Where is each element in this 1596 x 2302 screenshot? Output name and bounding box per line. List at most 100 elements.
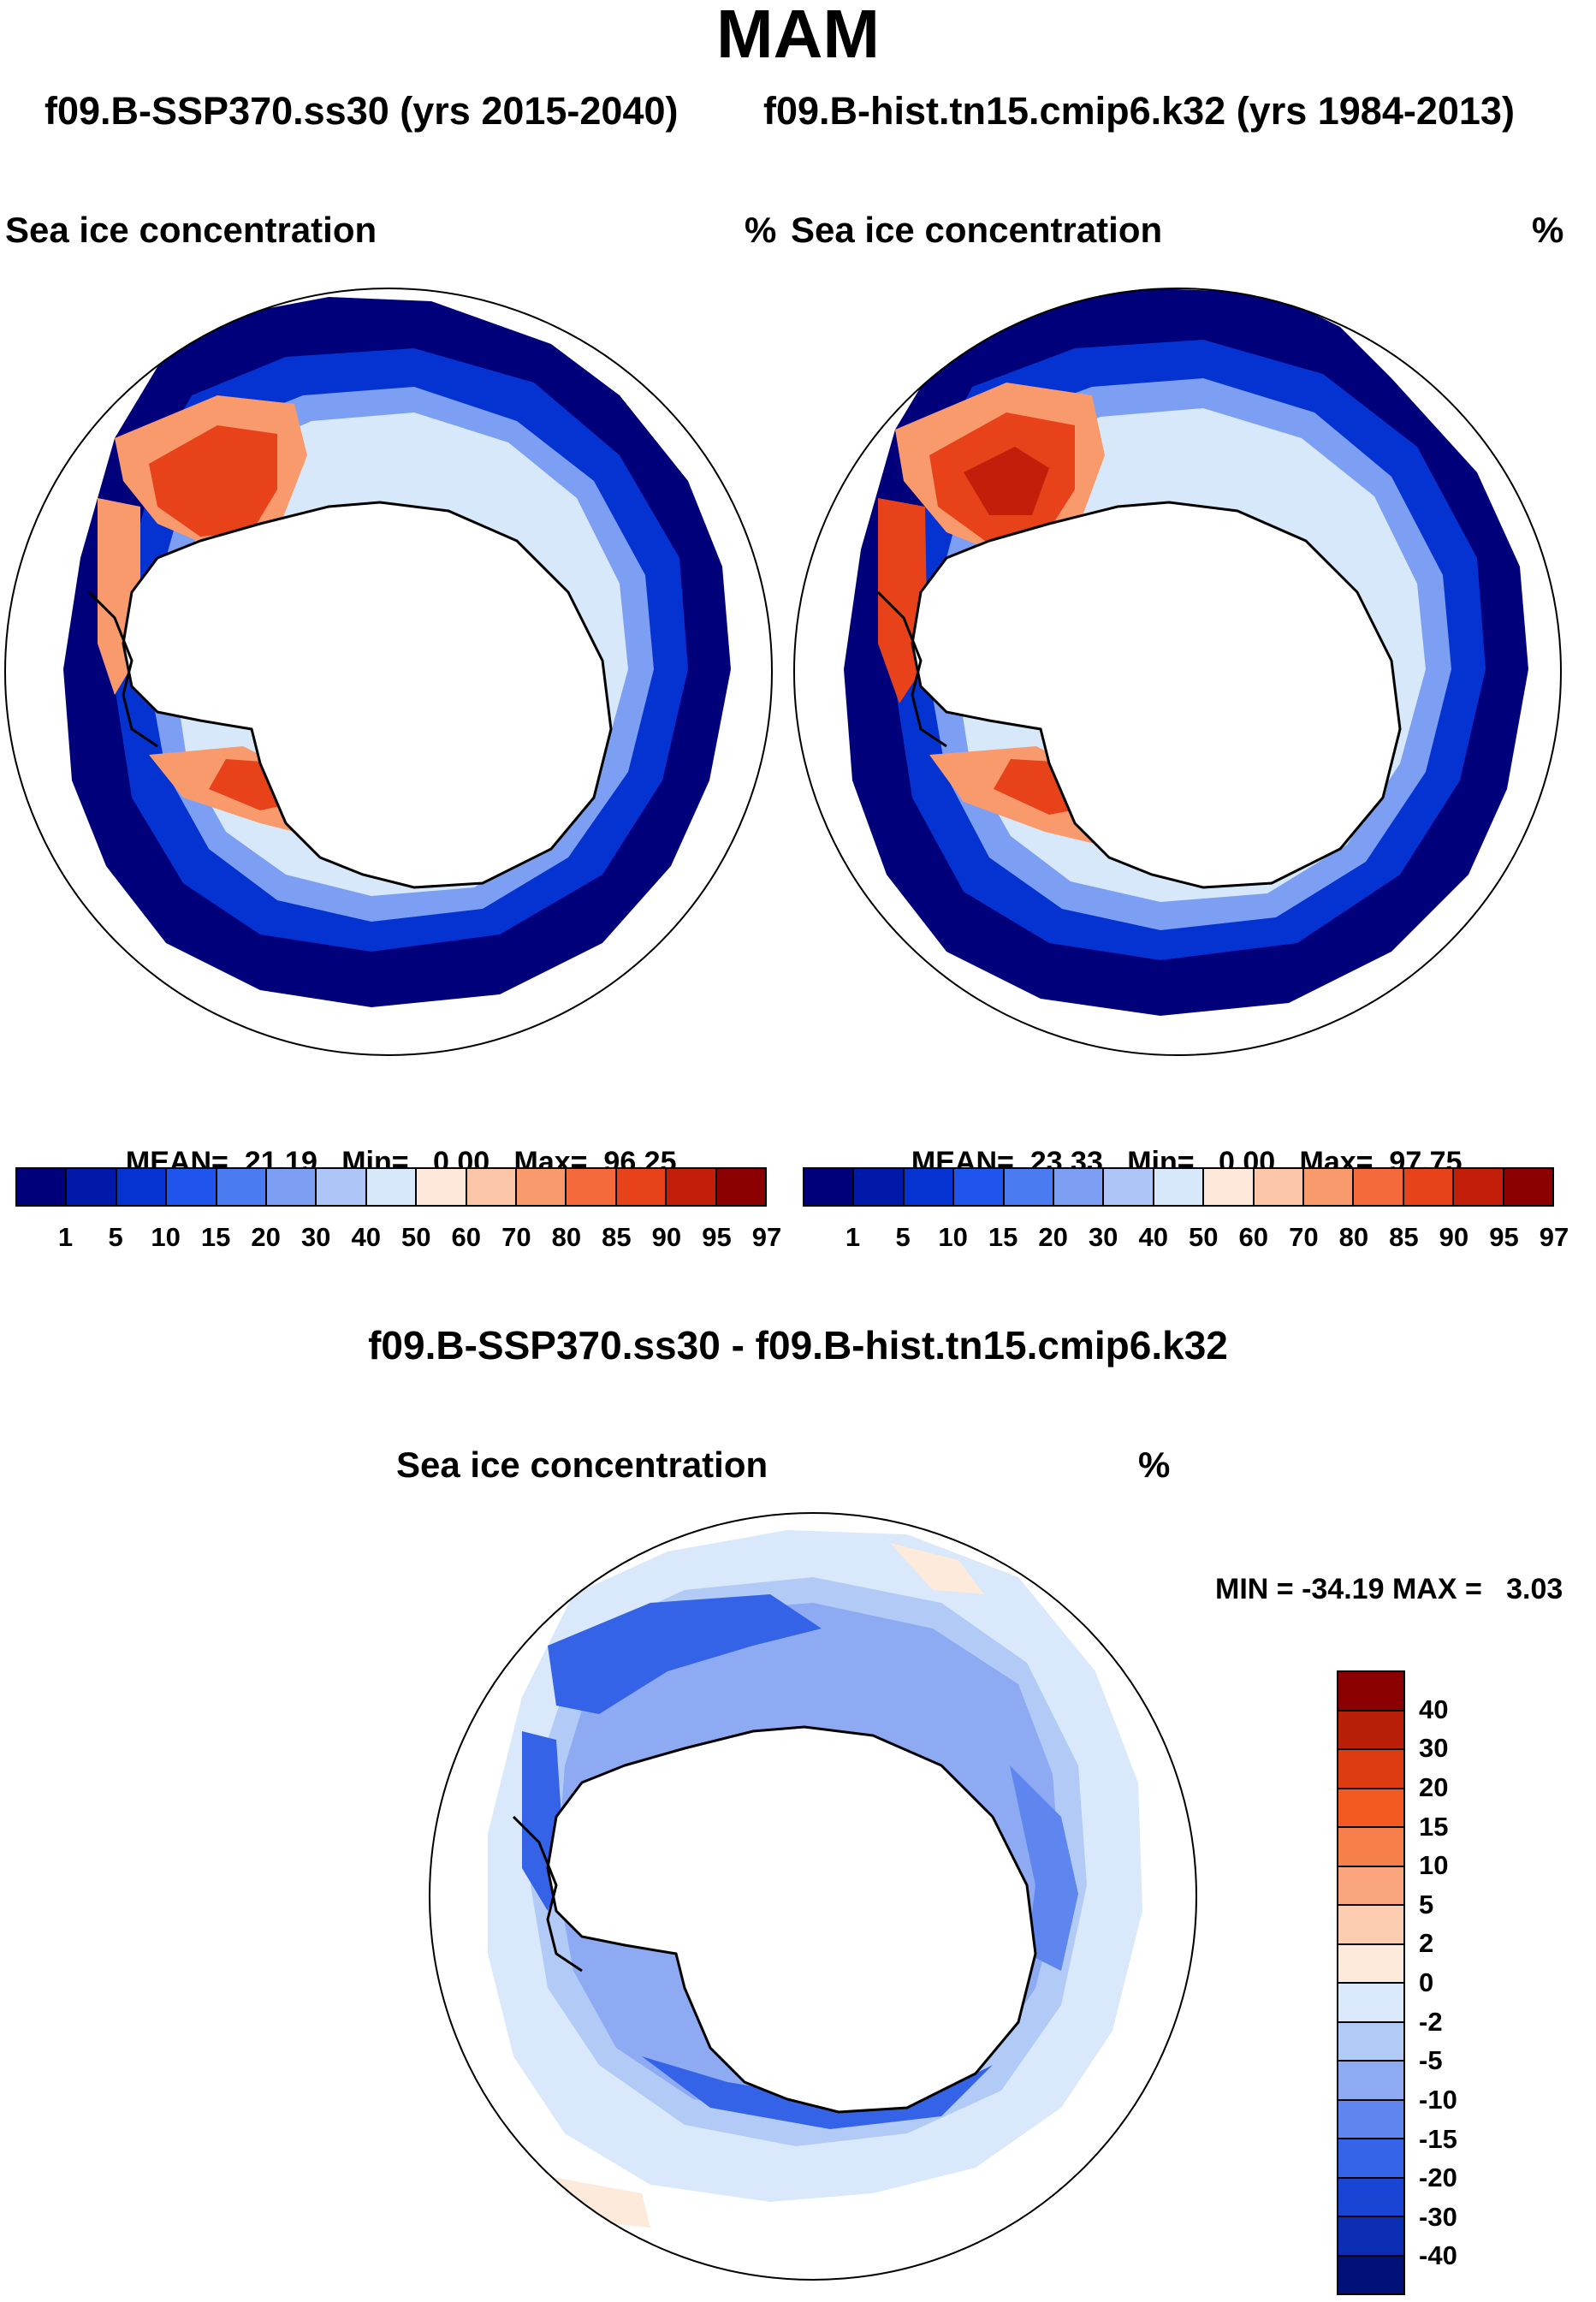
colorbar-label: 40	[351, 1222, 381, 1252]
colorbar-label: 80	[551, 1222, 582, 1252]
colorbar-label: 5	[108, 1222, 123, 1252]
panel1-variable: Sea ice concentration	[5, 210, 377, 250]
colorbar-swatch	[1338, 1789, 1403, 1828]
antarctic-peninsula	[876, 590, 947, 748]
antarctica-continent	[911, 501, 1402, 889]
colorbar-label: 50	[401, 1222, 431, 1252]
colorbar-label: 20	[1038, 1222, 1068, 1252]
colorbar-label: -5	[1419, 2045, 1443, 2076]
colorbar-swatch	[1454, 1169, 1504, 1205]
colorbar-swatch	[616, 1169, 667, 1205]
antarctic-peninsula	[512, 1815, 583, 1973]
colorbar-swatch	[1304, 1169, 1355, 1205]
sea-ice-map-panel2	[793, 288, 1562, 1056]
colorbar-label: 70	[501, 1222, 531, 1252]
colorbar-label: 97	[1539, 1222, 1569, 1252]
panel2-variable: Sea ice concentration	[791, 210, 1163, 250]
colorbar-swatch	[1338, 2256, 1403, 2293]
map-boundary	[4, 288, 773, 1056]
colorbar-label: 10	[938, 1222, 968, 1252]
colorbar-label: 1	[845, 1222, 861, 1252]
colorbar-panel1-labels: 1 5 10 15 20 30 40 50 60 70 80 85 90 95 97	[15, 1222, 781, 1256]
colorbar-label: 5	[1419, 1889, 1434, 1919]
colorbar-label: 30	[300, 1222, 331, 1252]
colorbar-label: 2	[1419, 1928, 1434, 1959]
colorbar-panel1	[15, 1167, 767, 1207]
colorbar-swatch	[167, 1169, 217, 1205]
colorbar-swatch	[1354, 1169, 1404, 1205]
colorbar-swatch	[1104, 1169, 1154, 1205]
colorbar-label: 10	[151, 1222, 181, 1252]
colorbar-label: -2	[1419, 2006, 1443, 2037]
colorbar-panel2-labels: 1 5 10 15 20 30 40 50 60 70 80 85 90 95 97	[803, 1222, 1569, 1256]
sea-ice-map-panel1	[4, 288, 773, 1056]
colorbar-swatch	[317, 1169, 367, 1205]
colorbar-swatch	[904, 1169, 955, 1205]
antarctica-continent	[546, 1725, 1037, 2114]
colorbar-swatch	[1338, 1828, 1403, 1867]
colorbar-label: 80	[1338, 1222, 1369, 1252]
colorbar-label: -30	[1419, 2201, 1457, 2232]
colorbar-swatch	[1504, 1169, 1553, 1205]
colorbar-label: 15	[1419, 1811, 1449, 1842]
season-title: MAM	[715, 0, 881, 72]
colorbar-label: -40	[1419, 2240, 1457, 2271]
colorbar-swatch	[1338, 2217, 1403, 2257]
colorbar-swatch	[1338, 2100, 1403, 2139]
colorbar-swatch	[417, 1169, 467, 1205]
colorbar-label: 1	[57, 1222, 74, 1252]
colorbar-swatch	[1403, 1169, 1455, 1205]
colorbar-swatch	[1338, 2062, 1403, 2101]
panel1-units: %	[745, 210, 777, 250]
colorbar-swatch	[1338, 1750, 1403, 1789]
colorbar-label: 30	[1088, 1222, 1118, 1252]
colorbar-swatch	[567, 1169, 617, 1205]
antarctica-continent	[122, 501, 613, 889]
colorbar-swatch	[366, 1169, 418, 1205]
colorbar-swatch	[116, 1169, 168, 1205]
diff-positive-patch	[890, 1543, 984, 1594]
colorbar-swatch	[1338, 2022, 1403, 2062]
colorbar-swatch	[17, 1169, 68, 1205]
colorbar-label: 95	[1489, 1222, 1519, 1252]
case-subtitle-right: f09.B-hist.tn15.cmip6.k32 (yrs 1984-2013…	[763, 89, 1515, 133]
colorbar-swatch	[1338, 2178, 1403, 2217]
difference-units: %	[1138, 1445, 1171, 1485]
colorbar-swatch	[1338, 1906, 1403, 1945]
colorbar-swatch	[466, 1169, 518, 1205]
colorbar-label: 20	[1419, 1771, 1449, 1802]
colorbar-label: -10	[1419, 2084, 1457, 2115]
colorbar-label: 30	[1419, 1733, 1449, 1764]
colorbar-swatch	[217, 1169, 268, 1205]
difference-colorbar	[1337, 1670, 1405, 2295]
colorbar-label: 90	[1439, 1222, 1469, 1252]
colorbar-swatch	[854, 1169, 905, 1205]
colorbar-swatch	[1338, 2139, 1403, 2179]
colorbar-label: 40	[1138, 1222, 1168, 1252]
colorbar-swatch	[1204, 1169, 1255, 1205]
colorbar-swatch	[1004, 1169, 1055, 1205]
colorbar-label: 90	[651, 1222, 682, 1252]
colorbar-label: 15	[988, 1222, 1018, 1252]
colorbar-label: -15	[1419, 2123, 1457, 2154]
colorbar-swatch	[1338, 1866, 1403, 1906]
colorbar-label: 70	[1289, 1222, 1319, 1252]
colorbar-swatch	[804, 1169, 855, 1205]
colorbar-label: -20	[1419, 2163, 1457, 2193]
colorbar-swatch	[267, 1169, 317, 1205]
colorbar-label: 0	[1419, 1967, 1434, 1997]
difference-variable: Sea ice concentration	[396, 1445, 768, 1485]
colorbar-swatch	[954, 1169, 1005, 1205]
colorbar-label: 60	[1238, 1222, 1269, 1252]
map-boundary	[793, 288, 1562, 1056]
colorbar-swatch	[1154, 1169, 1205, 1205]
colorbar-swatch	[1054, 1169, 1105, 1205]
colorbar-swatch	[1338, 1944, 1403, 1984]
diff-strong-decrease	[548, 1594, 822, 1714]
map-boundary	[429, 1512, 1197, 2281]
colorbar-swatch	[67, 1169, 117, 1205]
panel2-units: %	[1532, 210, 1564, 250]
colorbar-swatch	[1338, 1711, 1403, 1750]
sea-ice-difference-map	[429, 1512, 1197, 2281]
colorbar-swatch	[1338, 1984, 1403, 2023]
